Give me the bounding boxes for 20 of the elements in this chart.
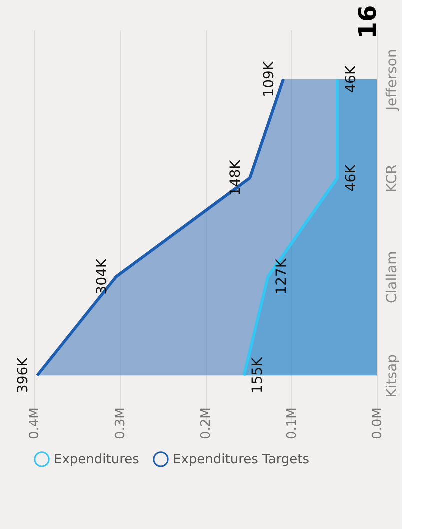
- legend-label: Expenditures: [54, 452, 140, 468]
- y-tick-label: Kitsap: [384, 354, 400, 398]
- annotation: 16: [354, 5, 382, 39]
- data-label: 109K: [262, 60, 278, 98]
- x-tick-label: 0.0M: [370, 408, 386, 440]
- x-tick-label: 0.3M: [113, 408, 128, 440]
- data-label: 148K: [228, 159, 244, 196]
- data-label: 127K: [274, 258, 290, 295]
- x-tick-label: 0.1M: [284, 408, 300, 440]
- legend-label: Expenditures Targets: [173, 452, 310, 468]
- y-tick-label: KCR: [384, 164, 400, 193]
- y-tick-label: Clallam: [384, 251, 400, 304]
- x-tick-label: 0.2M: [199, 408, 214, 440]
- x-tick-label: 0.4M: [28, 408, 42, 440]
- data-label: 46K: [344, 164, 360, 192]
- y-tick-label: Jefferson: [384, 49, 400, 112]
- data-label: 396K: [15, 356, 32, 394]
- data-label: 304K: [94, 258, 110, 295]
- data-label: 46K: [344, 65, 360, 93]
- data-label: 155K: [250, 356, 266, 394]
